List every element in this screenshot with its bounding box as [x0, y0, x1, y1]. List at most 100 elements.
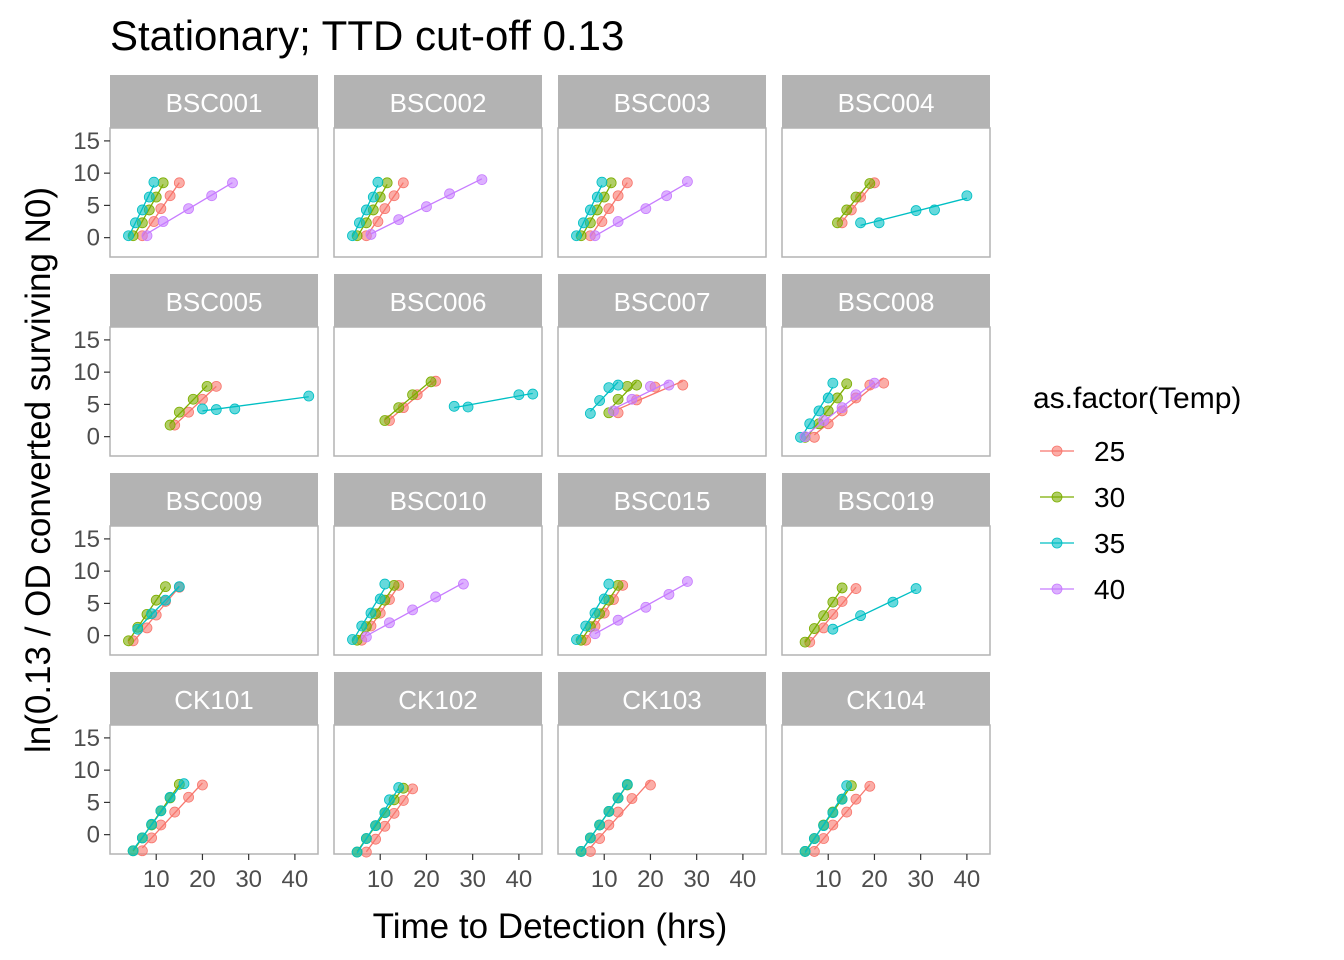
data-point-35 [827, 377, 839, 389]
data-point-40 [836, 402, 848, 414]
legend-key-point [1051, 583, 1063, 595]
facet-panel: BSC008 [781, 274, 991, 457]
fit-line-30 [384, 380, 432, 421]
y-tick-label: 10 [73, 757, 100, 784]
legend-label: 30 [1094, 482, 1125, 513]
data-point-25 [626, 793, 638, 804]
data-point-35 [603, 806, 615, 817]
panel-border [333, 127, 543, 258]
y-tick-label: 0 [87, 424, 100, 451]
facet-strip-label: BSC008 [838, 287, 935, 317]
data-point-40 [407, 604, 418, 616]
y-tick-label: 15 [73, 128, 100, 155]
panel-border [781, 724, 991, 855]
data-point-30 [832, 392, 843, 404]
facet-strip [558, 75, 766, 128]
data-point-30 [827, 596, 839, 608]
data-point-25 [612, 190, 624, 202]
data-point-35 [210, 404, 222, 415]
data-point-40 [640, 601, 652, 613]
data-point-25 [370, 833, 382, 845]
facet-strip [782, 672, 990, 725]
y-tick-label: 10 [73, 558, 100, 585]
x-tick-label: 10 [815, 866, 842, 893]
data-point-35 [155, 805, 167, 817]
data-point-40 [458, 578, 469, 590]
x-tick-label: 30 [459, 866, 486, 893]
y-axis-title: ln(0.13 / OD converted surviving N0) [19, 187, 58, 753]
data-point-30 [841, 204, 853, 216]
data-point-30 [605, 177, 617, 189]
data-point-30 [393, 402, 405, 414]
data-point-30 [381, 177, 393, 189]
data-point-35 [929, 204, 940, 216]
data-point-35 [584, 204, 596, 216]
data-point-25 [808, 846, 820, 857]
legend-item: 35 [1040, 528, 1125, 559]
data-point-40 [430, 591, 442, 603]
fit-line-40 [613, 381, 670, 410]
data-point-35 [384, 794, 395, 806]
data-point-40 [612, 216, 624, 227]
data-point-35 [584, 408, 596, 419]
data-point-25 [808, 431, 820, 443]
y-tick-label: 5 [87, 590, 100, 617]
y-tick-label: 0 [87, 822, 100, 849]
data-point-35 [367, 191, 379, 203]
data-point-35 [603, 382, 615, 394]
data-point-35 [127, 845, 139, 857]
legend-key-point [1051, 445, 1063, 457]
facet-panel: CK103 10 20 30 40 [557, 672, 767, 893]
data-point-25 [397, 177, 409, 189]
y-tick-label: 10 [73, 359, 100, 386]
data-point-35 [818, 820, 829, 832]
data-point-25 [584, 846, 596, 857]
data-point-35 [594, 819, 605, 831]
data-point-35 [621, 778, 633, 790]
data-point-40 [626, 393, 638, 405]
data-point-35 [804, 418, 816, 430]
facet-strip-label: BSC010 [390, 486, 487, 516]
data-point-30 [201, 380, 213, 392]
data-point-35 [130, 217, 141, 229]
facet-panel: BSC019 [781, 473, 991, 656]
facet-strip [334, 473, 542, 526]
data-point-25 [136, 845, 148, 857]
data-point-30 [621, 380, 633, 392]
legend-label: 40 [1094, 574, 1125, 605]
data-point-35 [603, 578, 615, 590]
facet-strip-label: BSC005 [166, 287, 263, 317]
data-point-35 [374, 593, 386, 605]
facet-strip [558, 473, 766, 526]
x-tick-label: 40 [282, 866, 309, 893]
facet-strip-label: BSC001 [166, 88, 263, 118]
data-point-35 [841, 780, 853, 792]
data-point-40 [589, 230, 601, 242]
x-tick-label: 20 [413, 866, 440, 893]
data-point-25 [360, 846, 372, 858]
data-point-25 [841, 806, 853, 818]
facet-panel: BSC007 [557, 274, 767, 457]
data-point-40 [612, 614, 624, 626]
data-point-35 [354, 217, 365, 229]
data-point-25 [164, 190, 176, 202]
data-point-35 [612, 379, 624, 391]
facet-strip-label: BSC007 [614, 287, 711, 317]
y-tick-label: 0 [87, 225, 100, 252]
data-point-30 [425, 376, 437, 388]
data-point-30 [157, 177, 169, 189]
data-point-40 [682, 576, 693, 587]
data-point-25 [388, 807, 400, 819]
data-point-30 [799, 636, 811, 648]
panel-border [333, 326, 543, 457]
data-point-25 [379, 820, 391, 832]
facet-panel: CK104 10 20 30 40 [781, 672, 991, 893]
fit-line-35 [832, 588, 917, 630]
data-point-35 [596, 176, 608, 188]
data-point-35 [148, 176, 160, 188]
data-point-35 [347, 634, 358, 645]
data-point-25 [148, 216, 160, 227]
fit-line-30 [169, 385, 208, 424]
data-point-35 [160, 594, 171, 606]
